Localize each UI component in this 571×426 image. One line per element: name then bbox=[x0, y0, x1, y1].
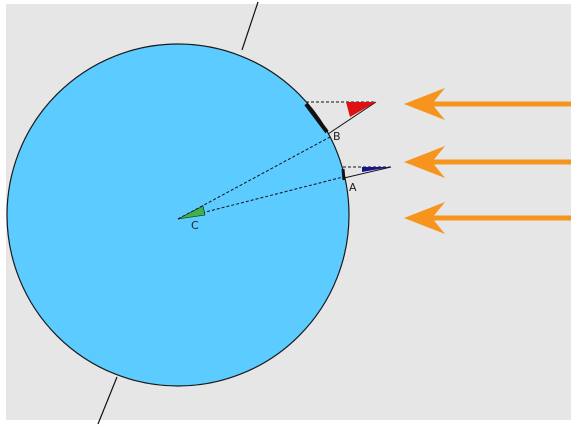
shadow-angle-b bbox=[346, 102, 376, 117]
arrow-left-icon bbox=[404, 146, 445, 178]
top-edge bbox=[0, 0, 571, 4]
shadow-angle-a bbox=[362, 167, 391, 172]
gnomon-b bbox=[327, 101, 377, 135]
arrow-left-icon bbox=[404, 88, 445, 120]
label-point-b: B bbox=[333, 130, 341, 143]
radius-line-b bbox=[177, 136, 331, 220]
center-angle-wedge bbox=[177, 205, 206, 220]
left-edge bbox=[0, 0, 6, 426]
surface-mark-a bbox=[341, 168, 346, 181]
radius-line-a bbox=[177, 176, 344, 220]
label-point-a: A bbox=[349, 181, 357, 194]
bottom-edge bbox=[0, 420, 571, 426]
gnomon-a bbox=[343, 166, 392, 179]
axis-bottom-line bbox=[97, 376, 118, 425]
label-point-c: C bbox=[191, 219, 199, 232]
sun-ray-arrow-3 bbox=[404, 202, 571, 234]
sun-ray-arrow-2 bbox=[404, 146, 571, 178]
sphere bbox=[6, 43, 350, 387]
axis-top-line bbox=[241, 1, 259, 51]
surface-arc-b bbox=[304, 102, 329, 134]
sun-ray-arrow-1 bbox=[404, 88, 571, 120]
arrow-left-icon bbox=[404, 202, 445, 234]
